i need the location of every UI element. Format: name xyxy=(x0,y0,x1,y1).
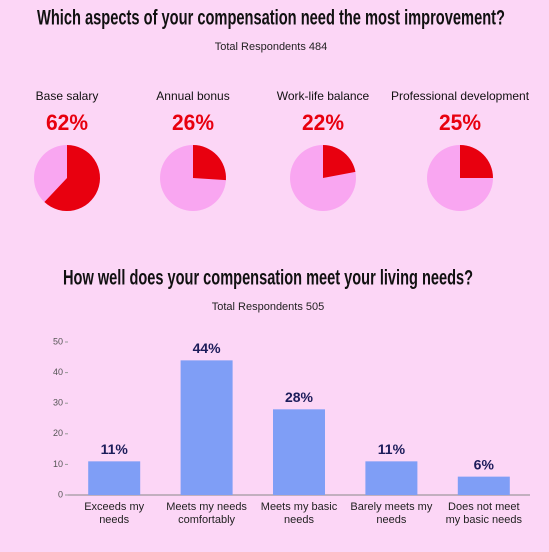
chart-title: Which aspects of your compensation need … xyxy=(37,7,505,30)
pie-slice xyxy=(323,145,356,178)
chart-title: How well does your compensation meet you… xyxy=(63,267,473,290)
y-tick-label: 40 xyxy=(53,367,63,377)
y-tick-label: 50 xyxy=(53,336,63,346)
chart-subtitle: Total Respondents 505 xyxy=(212,301,325,313)
value-label: 11% xyxy=(378,441,406,457)
chart-subtitle: Total Respondents 484 xyxy=(215,41,328,53)
y-tick-label: 10 xyxy=(53,459,63,469)
y-tick-label: 30 xyxy=(53,398,63,408)
y-tick-label: 20 xyxy=(53,428,63,438)
x-tick-label: Meets my basic needs xyxy=(260,501,338,526)
bar xyxy=(88,461,141,495)
value-label: 6% xyxy=(474,456,495,472)
y-tick-label: 0 xyxy=(58,489,63,499)
pie-slice xyxy=(193,145,226,181)
x-tick-label: Does not meet my basic needs xyxy=(445,501,523,526)
pie-slice xyxy=(460,145,493,178)
pie-label: Annual bonus xyxy=(156,89,229,103)
value-label: 25% xyxy=(439,110,481,135)
pie-label: Base salary xyxy=(36,89,99,103)
value-label: 22% xyxy=(302,110,344,135)
value-label: 28% xyxy=(285,389,314,405)
x-tick-label: Barely meets my needs xyxy=(350,501,433,526)
bar xyxy=(273,409,325,495)
value-label: 11% xyxy=(101,441,129,457)
bar xyxy=(457,476,510,495)
pie-label: Work-life balance xyxy=(277,89,370,103)
value-label: 62% xyxy=(46,110,88,135)
bar xyxy=(365,461,418,495)
value-label: 26% xyxy=(172,110,214,135)
bar xyxy=(180,360,233,495)
value-label: 44% xyxy=(193,340,222,356)
x-tick-label: Meets my needs comfortably xyxy=(166,501,247,526)
x-tick-label: Exceeds my needs xyxy=(84,501,145,526)
pie-label: Professional development xyxy=(391,89,530,103)
pie-slice xyxy=(44,145,100,211)
